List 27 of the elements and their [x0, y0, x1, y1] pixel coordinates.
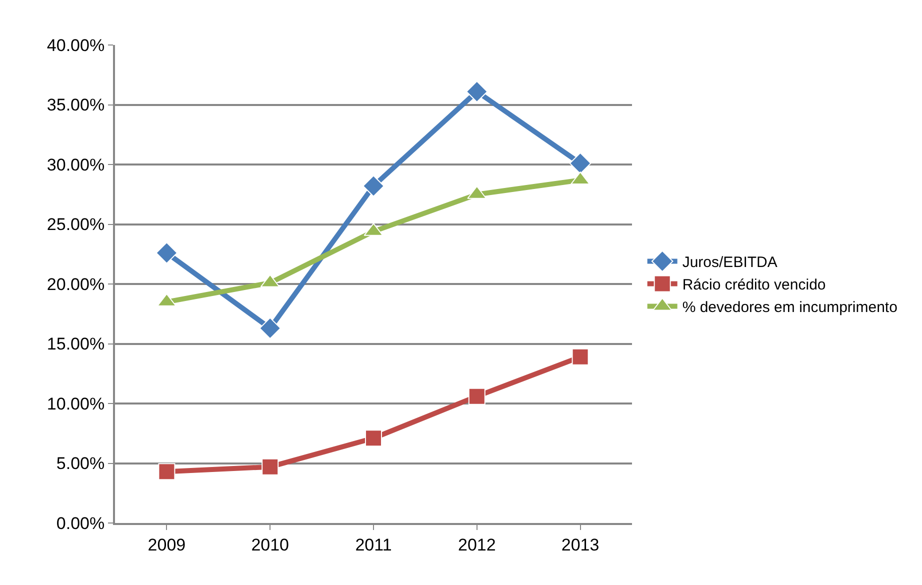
point — [262, 458, 279, 476]
point — [365, 430, 382, 447]
legend-label: % devedores em incumprimento — [682, 299, 898, 316]
point — [468, 388, 486, 405]
x-tick-label: 2011 — [355, 535, 392, 554]
y-tick-label: 40.00% — [46, 36, 105, 55]
point — [156, 242, 178, 264]
point — [466, 80, 488, 103]
y-tick-label: 25.00% — [46, 215, 105, 234]
y-tick-label: 30.00% — [46, 155, 105, 174]
point — [158, 463, 176, 480]
x-tick-label: 2013 — [561, 535, 600, 554]
y-tick-label: 10.00% — [46, 394, 105, 414]
point — [259, 317, 281, 340]
y-tick-label: 5.00% — [56, 454, 105, 474]
x-tick-label: 2010 — [251, 535, 290, 554]
point — [362, 175, 384, 197]
point — [569, 152, 592, 174]
x-tick-label: 2012 — [458, 535, 496, 554]
x-tick-label: 2009 — [148, 535, 186, 554]
y-tick-label: 20.00% — [46, 274, 105, 294]
y-tick-label: 15.00% — [46, 334, 105, 354]
legend-label: Juros/EBITDA — [682, 254, 778, 272]
y-tick-label: 35.00% — [46, 96, 105, 115]
y-tick-label: 0.00% — [56, 514, 105, 533]
legend-label: Rácio crédito vencido — [682, 276, 826, 294]
point — [572, 348, 589, 366]
